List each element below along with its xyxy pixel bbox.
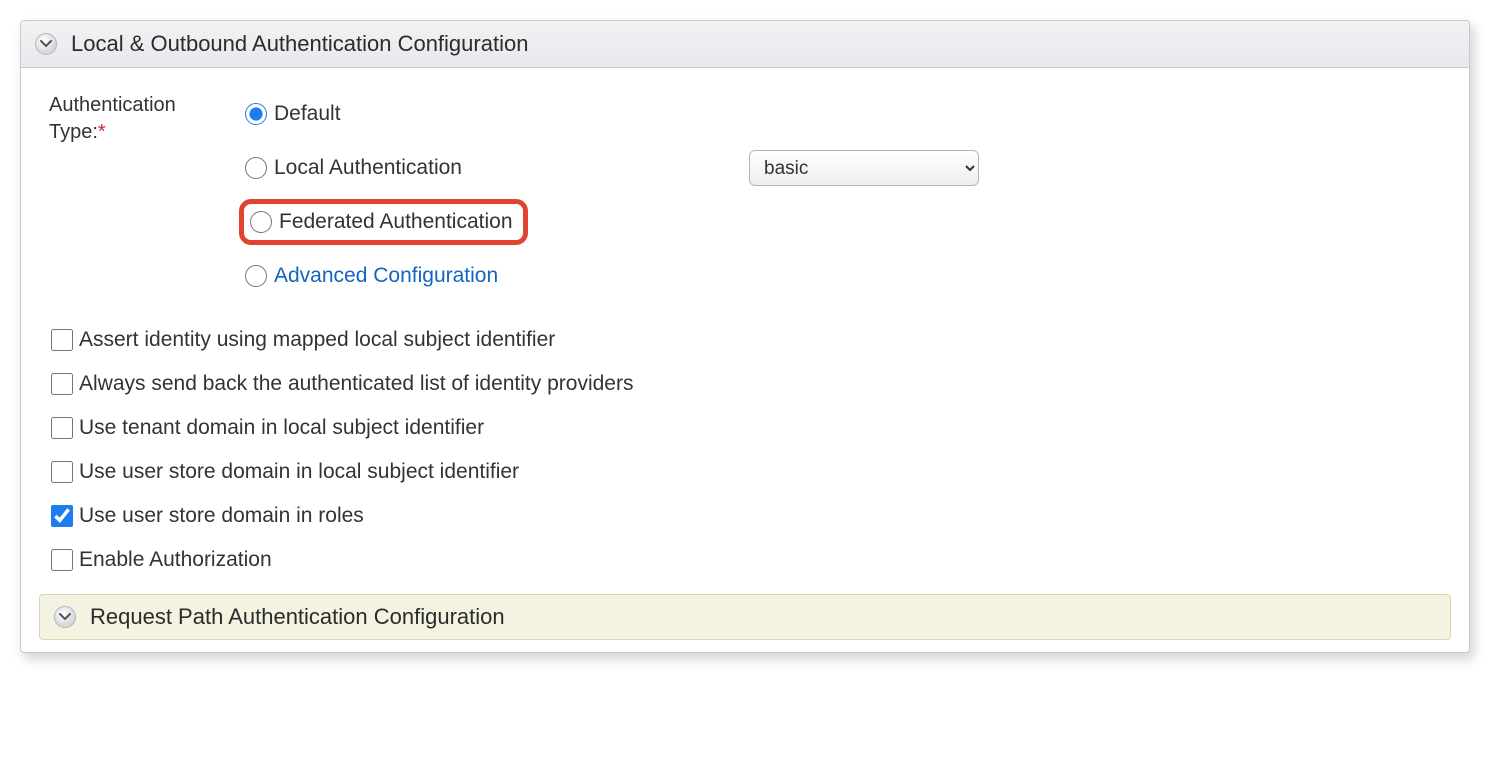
check-enable-authz-label: Enable Authorization xyxy=(79,548,272,572)
check-userstore-subject[interactable]: Use user store domain in local subject i… xyxy=(51,460,1441,484)
check-userstore-subject-label: Use user store domain in local subject i… xyxy=(79,460,519,484)
check-always-send-back-label: Always send back the authenticated list … xyxy=(79,372,633,396)
check-enable-authz-input[interactable] xyxy=(51,549,73,571)
radio-local-input[interactable] xyxy=(245,157,267,179)
radio-federated-input[interactable] xyxy=(250,211,272,233)
panel-header[interactable]: Local & Outbound Authentication Configur… xyxy=(21,21,1469,68)
check-assert-identity-input[interactable] xyxy=(51,329,73,351)
check-enable-authz[interactable]: Enable Authorization xyxy=(51,548,1441,572)
radio-advanced-input[interactable] xyxy=(245,265,267,287)
sub-panel-header[interactable]: Request Path Authentication Configuratio… xyxy=(39,594,1451,640)
radio-default-label: Default xyxy=(274,102,341,126)
local-auth-select-wrap: basic xyxy=(749,150,979,186)
radio-federated-label: Federated Authentication xyxy=(279,210,513,234)
radio-line-default: Default xyxy=(239,90,528,138)
check-always-send-back[interactable]: Always send back the authenticated list … xyxy=(51,372,1441,396)
check-tenant-domain[interactable]: Use tenant domain in local subject ident… xyxy=(51,416,1441,440)
radio-line-federated: Federated Authentication xyxy=(239,198,528,246)
panel-title: Local & Outbound Authentication Configur… xyxy=(71,31,528,57)
check-tenant-domain-input[interactable] xyxy=(51,417,73,439)
check-userstore-roles[interactable]: Use user store domain in roles xyxy=(51,504,1441,528)
panel-body: Authentication Type:* Default Local Auth… xyxy=(21,68,1469,652)
check-assert-identity[interactable]: Assert identity using mapped local subje… xyxy=(51,328,1441,352)
local-auth-select[interactable]: basic xyxy=(749,150,979,186)
check-tenant-domain-label: Use tenant domain in local subject ident… xyxy=(79,416,484,440)
check-userstore-subject-input[interactable] xyxy=(51,461,73,483)
chevron-down-icon[interactable] xyxy=(54,606,76,628)
sub-panel-title: Request Path Authentication Configuratio… xyxy=(90,604,505,630)
radio-local-label: Local Authentication xyxy=(274,156,462,180)
check-assert-identity-label: Assert identity using mapped local subje… xyxy=(79,328,555,352)
radio-local[interactable]: Local Authentication xyxy=(239,150,472,186)
auth-type-row: Authentication Type:* Default Local Auth… xyxy=(49,90,1441,300)
radio-federated[interactable]: Federated Authentication xyxy=(239,199,528,245)
check-userstore-roles-input[interactable] xyxy=(51,505,73,527)
chevron-down-icon[interactable] xyxy=(35,33,57,55)
auth-config-panel: Local & Outbound Authentication Configur… xyxy=(20,20,1470,653)
radio-line-advanced: Advanced Configuration xyxy=(239,252,528,300)
radio-advanced[interactable]: Advanced Configuration xyxy=(239,258,508,294)
radio-line-local: Local Authentication basic xyxy=(239,144,528,192)
check-always-send-back-input[interactable] xyxy=(51,373,73,395)
check-userstore-roles-label: Use user store domain in roles xyxy=(79,504,364,528)
radio-advanced-label[interactable]: Advanced Configuration xyxy=(274,264,498,288)
radio-default-input[interactable] xyxy=(245,103,267,125)
auth-type-label: Authentication Type:* xyxy=(49,90,219,146)
required-marker: * xyxy=(98,121,106,143)
auth-type-options: Default Local Authentication basic xyxy=(239,90,528,300)
checkbox-list: Assert identity using mapped local subje… xyxy=(51,328,1441,572)
radio-default[interactable]: Default xyxy=(239,96,351,132)
